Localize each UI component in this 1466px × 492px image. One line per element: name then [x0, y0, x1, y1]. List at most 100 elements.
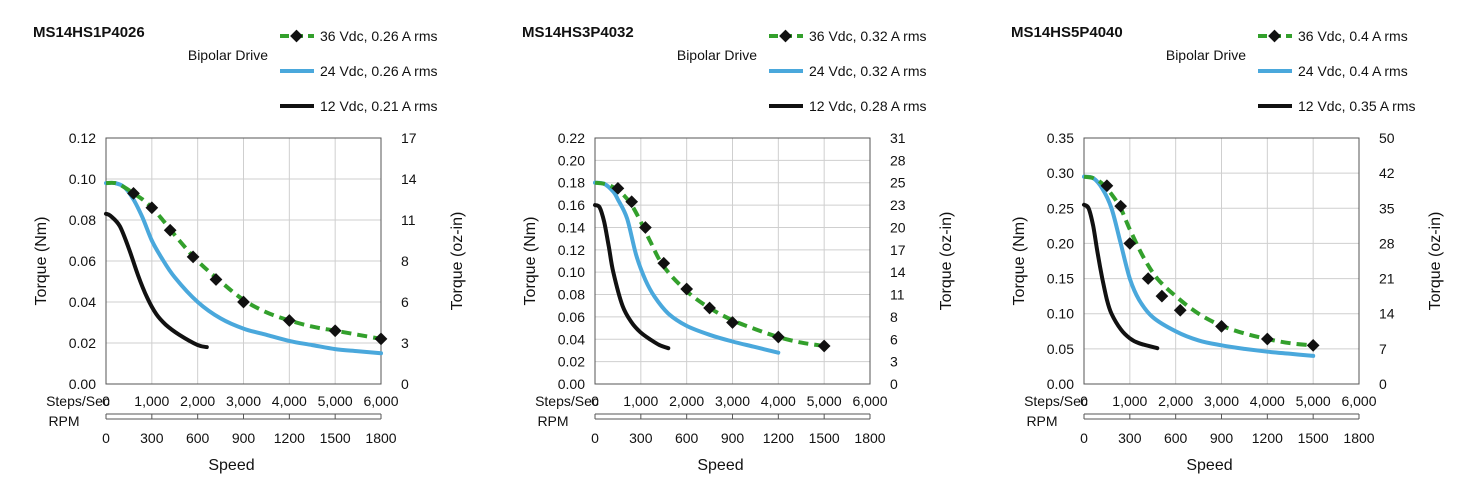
- series-line-2: [593, 203, 671, 351]
- rpm-tick-label: 900: [1210, 430, 1234, 446]
- y-tick-label: 0.00: [558, 376, 585, 392]
- y2-tick-label: 11: [401, 212, 416, 228]
- plot-frame: [1083, 137, 1360, 385]
- series-line-2: [1082, 202, 1160, 351]
- y-tick-label: 0.22: [558, 130, 585, 146]
- series-line-0: [105, 180, 382, 341]
- y-tick-label: 0.08: [558, 287, 585, 303]
- series-marker-0: [1114, 199, 1128, 213]
- rpm-tick-label: 0: [1080, 430, 1088, 446]
- y-tick-label: 0.00: [1047, 376, 1074, 392]
- y2-axis-title: Torque (oz-in): [449, 212, 466, 311]
- y2-tick-label: 28: [890, 152, 906, 168]
- x-tick-label: 0: [1080, 393, 1088, 409]
- series-marker-0: [1100, 179, 1114, 193]
- series-line-0: [1083, 174, 1314, 348]
- x-tick-label: 2,000: [669, 393, 704, 409]
- y2-tick-label: 11: [890, 287, 905, 303]
- y2-tick-label: 17: [890, 242, 906, 258]
- y-tick-label: 0.06: [69, 253, 96, 269]
- y-tick-label: 0.06: [558, 309, 585, 325]
- x-axis-title: Speed: [1186, 457, 1232, 474]
- y2-tick-label: 14: [401, 171, 417, 187]
- y2-tick-label: 6: [890, 331, 898, 347]
- y-tick-label: 0.10: [1047, 306, 1074, 322]
- x-tick-label: 3,000: [715, 393, 750, 409]
- x-tick-label: 0: [102, 393, 110, 409]
- x-tick-label: 2,000: [1158, 393, 1193, 409]
- drive-label: Bipolar Drive: [188, 47, 268, 63]
- rpm-tick-label: 1800: [365, 430, 396, 446]
- y-tick-label: 0.04: [69, 294, 96, 310]
- series-marker-0: [639, 221, 652, 234]
- y-tick-label: 0.08: [69, 212, 96, 228]
- legend-label-1: 24 Vdc, 0.32 A rms: [809, 63, 927, 79]
- legend-marker-0: [1268, 29, 1281, 43]
- series-marker-0: [127, 186, 140, 200]
- y2-tick-label: 3: [890, 354, 898, 370]
- series-marker-0: [374, 332, 388, 346]
- x-tick-label: 2,000: [180, 393, 215, 409]
- y-tick-label: 0.20: [558, 152, 585, 168]
- plot-frame: [594, 137, 871, 385]
- y2-tick-label: 20: [890, 219, 906, 235]
- x-tick-label: 1,000: [623, 393, 658, 409]
- y-tick-label: 0.16: [558, 197, 585, 213]
- series-marker-0: [1141, 272, 1155, 285]
- series-marker-0: [328, 324, 342, 338]
- rpm-tick-label: 600: [675, 430, 699, 446]
- series-marker-0: [1260, 332, 1274, 346]
- x-tick-label: 6,000: [363, 393, 398, 409]
- y-tick-label: 0.10: [558, 264, 585, 280]
- y-tick-label: 0.10: [69, 171, 96, 187]
- y2-tick-label: 8: [401, 253, 409, 269]
- y-tick-label: 0.30: [1047, 165, 1074, 181]
- rpm-tick-label: 600: [186, 430, 210, 446]
- y-tick-label: 0.14: [558, 219, 585, 235]
- y2-tick-label: 0: [890, 376, 898, 392]
- rpm-tick-label: 900: [232, 430, 256, 446]
- y-tick-label: 0.00: [69, 376, 96, 392]
- series-marker-0: [1215, 320, 1228, 333]
- chart-panel-ms14hs5p4040: MS14HS5P4040 Bipolar Drive 36 Vdc, 0.4 A r…: [978, 0, 1466, 492]
- series-marker-0: [186, 250, 200, 264]
- y-tick-label: 0.05: [1047, 341, 1074, 357]
- y2-tick-label: 35: [1379, 200, 1395, 216]
- legend-label-1: 24 Vdc, 0.26 A rms: [320, 63, 438, 79]
- series-marker-0: [282, 314, 296, 327]
- y-tick-label: 0.18: [558, 175, 585, 191]
- rpm-tick-label: 0: [102, 430, 110, 446]
- x-tick-label: 5,000: [1296, 393, 1331, 409]
- chart-panel-ms14hs1p4026: MS14HS1P4026 Bipolar Drive 36 Vdc, 0.26 A …: [0, 0, 488, 492]
- chart-panel-ms14hs3p4032: MS14HS3P4032 Bipolar Drive 36 Vdc, 0.32 A …: [489, 0, 977, 492]
- x-tick-label: 6,000: [1341, 393, 1376, 409]
- x-tick-label: 1,000: [134, 393, 169, 409]
- series-line-2: [104, 211, 209, 350]
- x-tick-label: 4,000: [761, 393, 796, 409]
- y-tick-label: 0.04: [558, 331, 585, 347]
- series-marker-0: [1306, 338, 1320, 352]
- torque-speed-chart-2: MS14HS3P4032 Bipolar Drive 36 Vdc, 0.32 A …: [522, 24, 955, 474]
- series-line-1: [1082, 174, 1316, 358]
- y-axis-title: Torque (Nm): [33, 217, 50, 306]
- x-tick-label: 3,000: [1204, 393, 1239, 409]
- y2-tick-label: 14: [1379, 306, 1395, 322]
- rpm-tick-label: 1800: [1343, 430, 1374, 446]
- rpm-tick-label: 1200: [763, 430, 794, 446]
- y-tick-label: 0.02: [558, 354, 585, 370]
- rpm-label: RPM: [537, 413, 568, 429]
- rpm-tick-label: 1200: [1252, 430, 1283, 446]
- y2-tick-label: 21: [1379, 271, 1395, 287]
- y-tick-label: 0.35: [1047, 130, 1074, 146]
- series-marker-0: [680, 282, 694, 296]
- x-tick-label: 3,000: [226, 393, 261, 409]
- series-marker-0: [163, 223, 177, 237]
- y2-tick-label: 25: [890, 175, 906, 191]
- y2-tick-label: 14: [890, 264, 906, 280]
- y-axis-title: Torque (Nm): [1011, 217, 1028, 306]
- y2-tick-label: 6: [401, 294, 409, 310]
- legend-label-2: 12 Vdc, 0.21 A rms: [320, 98, 438, 114]
- y-tick-label: 0.12: [69, 130, 96, 146]
- plot-frame: [105, 137, 382, 385]
- chart-title: MS14HS5P4040: [1011, 24, 1123, 41]
